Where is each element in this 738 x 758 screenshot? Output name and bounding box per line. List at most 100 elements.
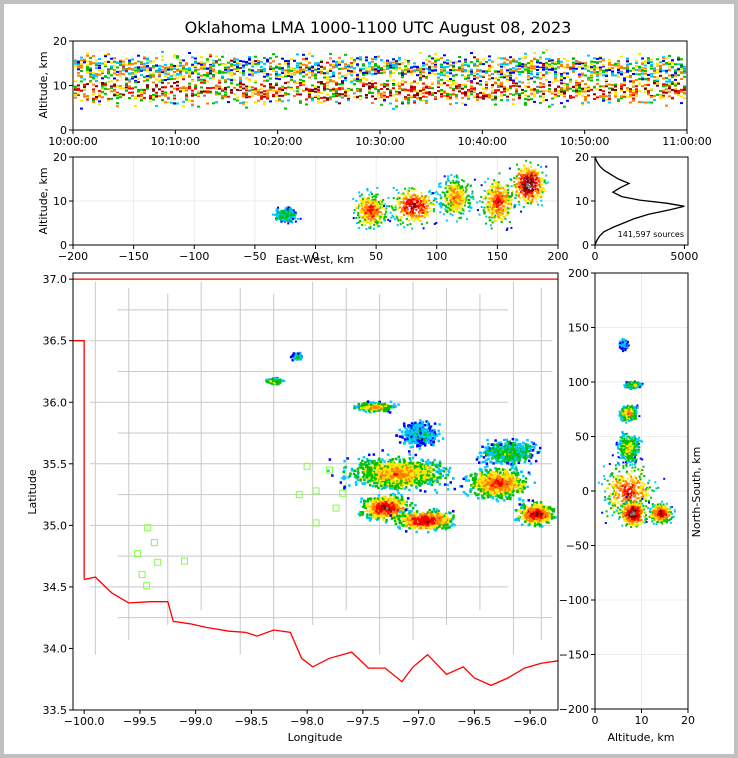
density-cell [515, 183, 518, 186]
density-cell [497, 188, 499, 191]
density-cell [492, 206, 495, 209]
density-cell [493, 200, 495, 203]
density-cell [647, 79, 650, 82]
density-cell [569, 81, 572, 84]
density-cell [74, 94, 77, 96]
density-cell [578, 62, 581, 65]
density-cell [338, 93, 341, 96]
density-cell [507, 197, 510, 200]
density-cell [554, 61, 557, 64]
density-cell [476, 60, 479, 63]
density-cell [367, 218, 370, 220]
density-cell [447, 203, 450, 206]
density-cell [662, 60, 665, 62]
density-cell [179, 72, 182, 75]
density-cell [289, 207, 292, 210]
density-cell [620, 65, 623, 68]
density-cell [647, 93, 650, 96]
density-cell [441, 202, 444, 205]
density-cell [461, 194, 464, 197]
density-cell [683, 88, 686, 91]
density-cell [277, 215, 280, 218]
density-cell [314, 85, 317, 88]
density-cell [402, 192, 405, 195]
density-cell [439, 194, 442, 197]
density-cell [638, 52, 641, 55]
density-cell [77, 74, 80, 77]
density-cell [476, 209, 479, 212]
density-cell [200, 66, 203, 68]
density-cell [281, 87, 284, 89]
density-cell [464, 85, 467, 88]
density-cell [448, 210, 451, 213]
density-cell [453, 209, 456, 212]
density-cell [284, 82, 287, 85]
density-cell [656, 64, 659, 66]
density-cell [496, 205, 499, 208]
density-cell [680, 66, 683, 69]
density-cell [281, 89, 284, 91]
density-cell [515, 82, 518, 85]
density-cell [344, 53, 347, 56]
density-cell [532, 188, 535, 191]
density-cell [551, 97, 554, 100]
density-cell [590, 76, 593, 79]
density-cell [452, 74, 455, 77]
density-cell [530, 189, 533, 192]
density-cell [131, 87, 134, 90]
density-cell [140, 62, 143, 65]
density-cell [484, 195, 487, 198]
density-cell [426, 221, 429, 224]
density-cell [323, 100, 326, 103]
density-cell [632, 67, 635, 70]
density-cell [278, 211, 281, 213]
density-cell [614, 89, 617, 91]
density-cell [364, 215, 366, 218]
density-cell [369, 206, 372, 209]
density-cell [629, 88, 632, 91]
density-cell [379, 211, 382, 214]
density-cell [233, 68, 236, 71]
density-cell [281, 210, 284, 213]
density-cell [283, 208, 286, 211]
density-cell [406, 212, 408, 215]
density-cell [263, 62, 266, 65]
density-cell [419, 98, 422, 101]
density-cell [557, 91, 560, 94]
density-cell [530, 63, 533, 66]
density-cell [626, 63, 629, 66]
density-cell [446, 95, 449, 97]
density-cell [494, 188, 497, 191]
density-cell [356, 75, 359, 78]
density-cell [590, 66, 593, 69]
density-cell [647, 62, 650, 65]
density-cell [257, 59, 260, 62]
density-cell [488, 74, 491, 77]
density-cell [653, 79, 656, 82]
density-cell [197, 72, 200, 75]
density-cell [440, 95, 443, 98]
density-cell [476, 82, 479, 85]
density-cell [296, 64, 299, 67]
density-cell [572, 67, 575, 70]
density-cell [212, 77, 215, 80]
density-cell [455, 82, 458, 85]
density-cell [522, 187, 525, 190]
density-cell [617, 69, 620, 72]
density-cell [227, 86, 230, 89]
density-cell [620, 90, 623, 92]
density-cell [101, 69, 104, 72]
density-cell [487, 210, 490, 213]
density-cell [495, 211, 498, 214]
density-cell [683, 71, 686, 74]
density-cell [360, 206, 363, 209]
density-cell [662, 94, 665, 97]
density-cell [497, 70, 500, 73]
density-cell [182, 105, 185, 108]
density-cell [365, 203, 368, 206]
density-cell [581, 64, 584, 67]
density-cell [523, 182, 526, 185]
density-cell [542, 85, 545, 88]
density-cell [424, 199, 427, 202]
density-cell [413, 202, 416, 205]
